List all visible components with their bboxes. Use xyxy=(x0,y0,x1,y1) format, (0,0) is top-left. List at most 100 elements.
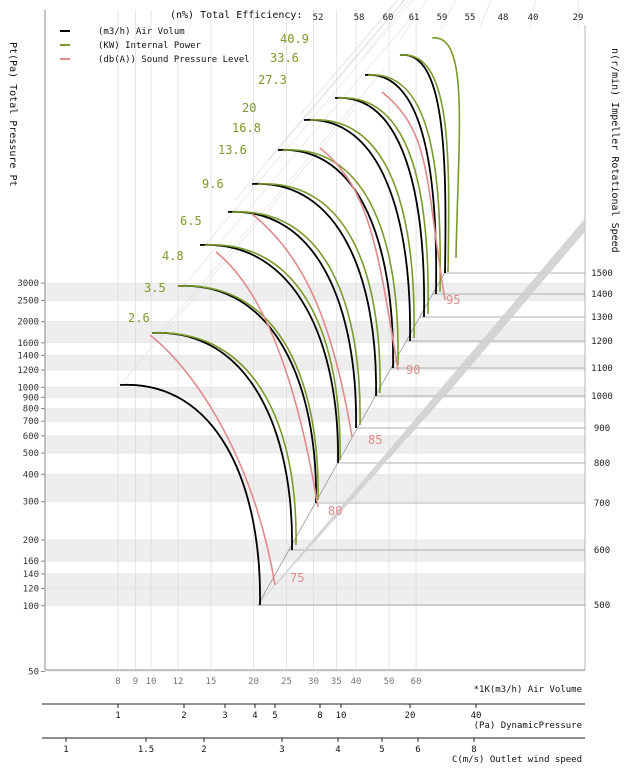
speed-label: 1000 xyxy=(591,392,613,402)
power-label: 3.5 xyxy=(144,281,166,295)
internal-power-curve xyxy=(399,54,450,273)
air-volume-tick-label: 40 xyxy=(351,677,362,687)
left-tick-label: 50 xyxy=(28,668,39,678)
outlet-tick-label: 8 xyxy=(471,745,476,755)
left-tick-label: 300 xyxy=(23,498,39,508)
air-volume-curve xyxy=(227,211,357,429)
grid-band xyxy=(45,540,585,562)
dynamic-tick-label: 5 xyxy=(272,711,277,721)
efficiency-ray xyxy=(399,0,428,41)
legend-text: (db(A)) Sound Pressure Level xyxy=(98,55,250,65)
left-tick-label: 120 xyxy=(23,584,39,594)
efficiency-ray xyxy=(149,69,385,346)
power-label: 33.6 xyxy=(270,51,299,65)
left-tick-label: 500 xyxy=(23,449,39,459)
top-axis-title: (n%) Total Efficiency: xyxy=(170,10,302,21)
dynamic-tick-label: 8 xyxy=(317,711,322,721)
internal-power-curve xyxy=(431,37,461,259)
sound-pressure-curve xyxy=(319,147,399,371)
speed-label: 1200 xyxy=(591,337,613,347)
sound-label: 85 xyxy=(368,433,382,447)
sound-label: 75 xyxy=(290,571,304,585)
efficiency-ray xyxy=(204,0,414,246)
speed-label: 1100 xyxy=(591,364,613,374)
left-tick-label: 100 xyxy=(23,602,39,612)
sound-pressure-curve xyxy=(215,251,319,508)
left-tick-label: 3000 xyxy=(17,279,39,289)
dynamic-pressure-title: (Pa) DynamicPressure xyxy=(474,721,582,731)
efficiency-diagonal xyxy=(369,225,586,480)
speed-label: 600 xyxy=(594,546,610,556)
efficiency-tick-label: 61 xyxy=(409,13,420,23)
left-tick-label: 160 xyxy=(23,557,39,567)
air-volume-tick-label: 9 xyxy=(133,677,138,687)
air-volume-curve xyxy=(399,54,447,274)
left-tick-label: 140 xyxy=(23,570,39,580)
grid-band xyxy=(45,355,585,371)
air-volume-tick-label: 15 xyxy=(206,677,217,687)
air-volume-curve xyxy=(334,97,426,318)
left-tick-label: 600 xyxy=(23,432,39,442)
left-tick-label: 2500 xyxy=(17,296,39,306)
left-tick-label: 1000 xyxy=(17,383,39,393)
efficiency-diagonal xyxy=(444,230,586,397)
left-tick-label: 2000 xyxy=(17,318,39,328)
efficiency-tick-label: 29 xyxy=(573,13,584,23)
air-volume-tick-label: 20 xyxy=(248,677,259,687)
efficiency-tick-label: 48 xyxy=(498,13,509,23)
sound-label: 80 xyxy=(328,504,342,518)
air-volume-curve xyxy=(303,119,411,342)
power-label: 4.8 xyxy=(162,249,184,263)
power-label: 40.9 xyxy=(280,32,309,46)
efficiency-diagonal xyxy=(313,222,586,543)
power-label: 6.5 xyxy=(180,214,202,228)
speed-label: 1300 xyxy=(591,313,613,323)
outlet-tick-label: 3 xyxy=(279,745,284,755)
dynamic-tick-label: 20 xyxy=(405,711,416,721)
power-label: 20 xyxy=(242,101,256,115)
internal-power-curve xyxy=(282,149,399,366)
internal-power-curve xyxy=(177,285,319,501)
sound-label: 95 xyxy=(446,293,460,307)
left-tick-label: 700 xyxy=(23,417,39,427)
air-volume-axis-title: *1K(m3/h) Air Volume xyxy=(474,685,582,695)
air-volume-curve xyxy=(199,244,339,464)
efficiency-ray xyxy=(234,0,406,201)
grid-band xyxy=(45,387,585,398)
efficiency-diagonal xyxy=(295,221,586,564)
efficiency-diagonal xyxy=(407,228,586,439)
air-volume-tick-label: 12 xyxy=(173,677,184,687)
efficiency-diagonal xyxy=(388,227,586,459)
internal-power-curve xyxy=(367,74,442,293)
air-volume-curve xyxy=(151,332,293,551)
air-volume-tick-label: 35 xyxy=(331,677,342,687)
speed-label: 1500 xyxy=(591,269,613,279)
speed-label: 1400 xyxy=(591,290,613,300)
internal-power-curve xyxy=(257,183,381,394)
power-label: 27.3 xyxy=(258,73,287,87)
air-volume-curve xyxy=(277,149,394,369)
left-tick-label: 1600 xyxy=(17,339,39,349)
left-tick-label: 1400 xyxy=(17,351,39,361)
outlet-tick-label: 1.5 xyxy=(138,745,154,755)
left-tick-label: 400 xyxy=(23,470,39,480)
dynamic-tick-label: 3 xyxy=(222,711,227,721)
dynamic-tick-label: 4 xyxy=(252,711,257,721)
sound-pressure-curve xyxy=(251,213,353,438)
dynamic-tick-label: 10 xyxy=(336,711,347,721)
air-volume-tick-label: 60 xyxy=(411,677,422,687)
power-label: 13.6 xyxy=(218,143,247,157)
efficiency-tick-label: 60 xyxy=(383,13,394,23)
air-volume-tick-label: 30 xyxy=(308,677,319,687)
speed-label: 700 xyxy=(594,499,610,509)
efficiency-tick-label: 52 xyxy=(313,13,324,23)
efficiency-tick-label: 55 xyxy=(465,13,476,23)
air-volume-tick-label: 25 xyxy=(281,677,292,687)
outlet-tick-label: 5 xyxy=(379,745,384,755)
outlet-tick-label: 6 xyxy=(415,745,420,755)
power-label: 9.6 xyxy=(202,177,224,191)
outlet-speed-title: C(m/s) Outlet wind speed xyxy=(452,755,582,765)
air-volume-curve xyxy=(251,183,377,397)
